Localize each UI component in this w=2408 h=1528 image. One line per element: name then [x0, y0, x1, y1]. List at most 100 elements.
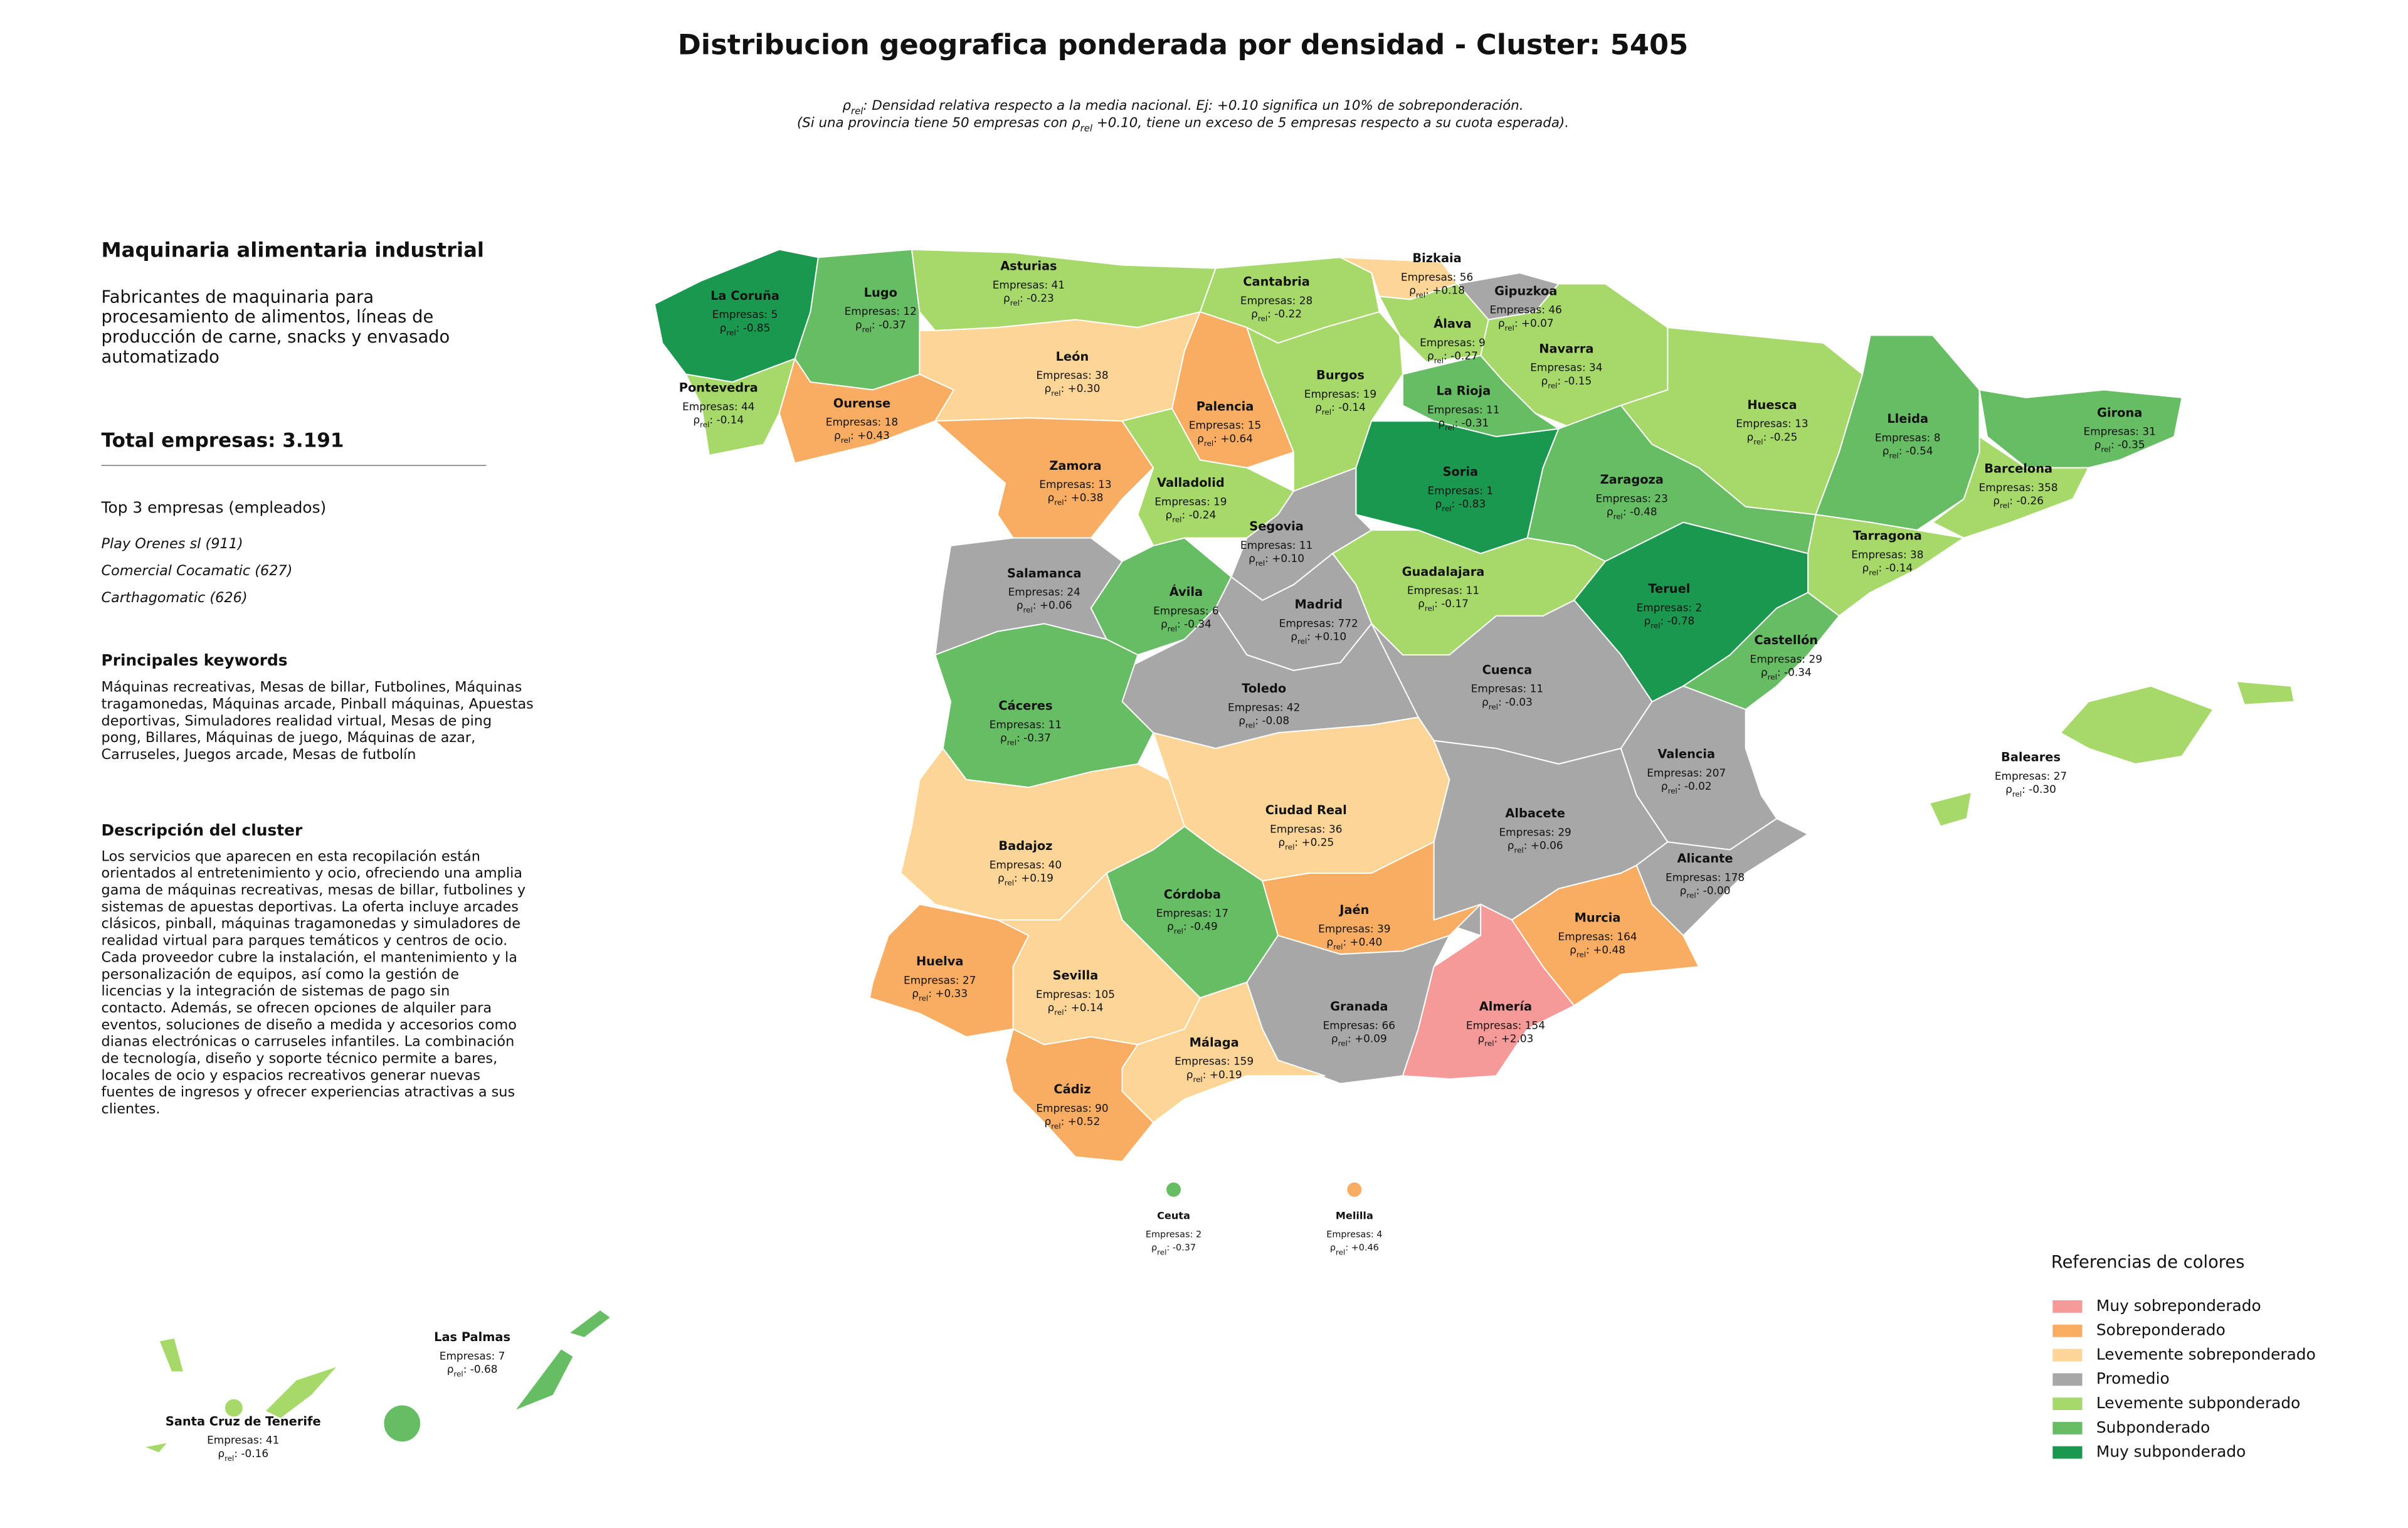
count-prefix: Empresas:: [682, 400, 741, 413]
province-name: Burgos: [1316, 368, 1365, 383]
count-prefix: Empresas:: [1637, 601, 1696, 613]
province-rho: ρrel: -0.37: [855, 318, 906, 334]
province-name: Albacete: [1505, 806, 1565, 820]
rho-sub: rel: [1686, 891, 1696, 899]
province-count: Empresas: 4: [1326, 1230, 1382, 1240]
rho-value: +0.43: [857, 429, 890, 442]
rho-value: +0.10: [1314, 630, 1346, 642]
count-prefix: Empresas:: [1471, 682, 1530, 695]
count-value: 41: [266, 1434, 280, 1446]
province-rho: ρrel: +0.64: [1197, 432, 1253, 448]
province-count: Empresas: 36: [1270, 822, 1342, 835]
province-count: Empresas: 34: [1530, 361, 1602, 374]
rho-value: -0.17: [1441, 597, 1469, 610]
panel-summary: automatizado: [102, 348, 219, 367]
rho-value: +0.33: [935, 987, 968, 1000]
rho-symbol: ρ: [1993, 494, 2000, 507]
province-rho: ρrel: -0.49: [1167, 920, 1218, 936]
province-count: Empresas: 38: [1036, 369, 1108, 381]
rho-sep: :: [1265, 552, 1272, 565]
rho-symbol: ρ: [1661, 780, 1668, 792]
rho-symbol: ρ: [1498, 317, 1505, 329]
province-count: Empresas: 66: [1323, 1019, 1395, 1032]
rho-sep: :: [1524, 839, 1531, 851]
count-value: 40: [1048, 859, 1062, 871]
rho-sep: :: [1345, 1243, 1351, 1253]
count-prefix: Empresas:: [1323, 1019, 1382, 1032]
rho-sub: rel: [1297, 637, 1307, 645]
province-name: Granada: [1330, 999, 1388, 1014]
rho-sub: rel: [919, 994, 928, 1002]
province-count: Empresas: 105: [1036, 988, 1115, 1000]
rho-value: -0.14: [1338, 401, 1366, 413]
rho-sep: :: [1182, 509, 1189, 521]
province-rho: ρrel: -0.14: [693, 413, 744, 429]
rho-sep: :: [1514, 317, 1521, 329]
rho-value: -0.54: [1906, 445, 1933, 457]
rho-sep: :: [1166, 1243, 1172, 1253]
province-name: Zamora: [1049, 459, 1101, 473]
rho-sep: :: [1183, 920, 1190, 933]
province-rho: ρrel: +0.06: [1017, 599, 1072, 615]
count-value: 24: [1067, 586, 1080, 598]
province-count: Empresas: 164: [1558, 930, 1637, 943]
province-shape: [264, 1365, 339, 1419]
description-line: contacto. Además, se ofrecen opciones de…: [102, 1000, 492, 1016]
rho-sub: rel: [1255, 559, 1265, 568]
legend-swatch: [2052, 1300, 2083, 1313]
rho-sub: rel: [1442, 504, 1451, 513]
keywords-line: Carruseles, Juegos arcade, Mesas de futb…: [102, 746, 416, 763]
province-shape: [1682, 592, 1840, 711]
count-value: 2: [1196, 1230, 1201, 1240]
description-line: gama de máquinas recreativas, mesas de b…: [102, 882, 526, 898]
province-rho: ρrel: +0.19: [1186, 1068, 1242, 1084]
rho-value: +0.19: [1021, 872, 1054, 884]
count-value: 2: [1695, 601, 1702, 613]
count-value: 11: [1299, 539, 1313, 551]
rho-sub: rel: [1172, 515, 1181, 524]
rho-sub: rel: [2000, 501, 2009, 510]
province-name: La Coruña: [710, 289, 779, 303]
rho-symbol: ρ: [1541, 374, 1548, 387]
province-rho: ρrel: -0.00: [1680, 884, 1731, 900]
rho-sub: rel: [1668, 787, 1677, 795]
count-value: 29: [1809, 652, 1822, 665]
province-name: Gipuzkoa: [1494, 284, 1557, 298]
rho-symbol: ρ: [1000, 731, 1007, 744]
rho-sub: rel: [862, 325, 872, 334]
province-rho: ρrel: +0.38: [1048, 491, 1104, 507]
province-count: Empresas: 159: [1175, 1055, 1254, 1068]
province-shape: [1928, 791, 1973, 827]
rho-value: -0.15: [1565, 374, 1592, 387]
provinces: [142, 248, 2295, 1454]
rho-value: -0.30: [2029, 783, 2056, 795]
rho-sub: rel: [1285, 842, 1294, 851]
province-name: Valencia: [1657, 747, 1715, 761]
rho-sub: rel: [1576, 950, 1586, 959]
province-shape: [1005, 1028, 1154, 1162]
province-shape: [383, 1404, 422, 1443]
count-prefix: Empresas:: [1979, 481, 2038, 494]
count-prefix: Empresas:: [1156, 907, 1215, 920]
count-value: 159: [1233, 1055, 1254, 1068]
province-count: Empresas: 38: [1851, 548, 1923, 561]
count-value: 29: [1558, 825, 1571, 838]
description-line: de tecnología, diseño y soporte técnico …: [102, 1050, 498, 1066]
count-value: 46: [1548, 304, 1562, 316]
rho-sub: rel: [1548, 381, 1557, 390]
rho-sub: rel: [2012, 790, 2022, 798]
rho-symbol: ρ: [1251, 307, 1258, 320]
count-prefix: Empresas:: [207, 1434, 266, 1446]
panel-total: Total empresas: 3.191: [102, 430, 344, 452]
rho-symbol: ρ: [1747, 430, 1754, 443]
province-count: Empresas: 358: [1979, 481, 2058, 494]
rho-sub: rel: [1338, 1039, 1348, 1048]
rho-sep: :: [1557, 374, 1564, 387]
rho-sub: rel: [1514, 846, 1523, 854]
province-rho: ρrel: +0.43: [834, 429, 890, 445]
rho-symbol: ρ: [1644, 615, 1651, 627]
description-line: orientados al entretenimiento y ocio, of…: [102, 865, 522, 881]
rho-sub: rel: [2101, 445, 2111, 454]
count-prefix: Empresas:: [1401, 271, 1460, 284]
province-count: Empresas: 44: [682, 400, 754, 413]
